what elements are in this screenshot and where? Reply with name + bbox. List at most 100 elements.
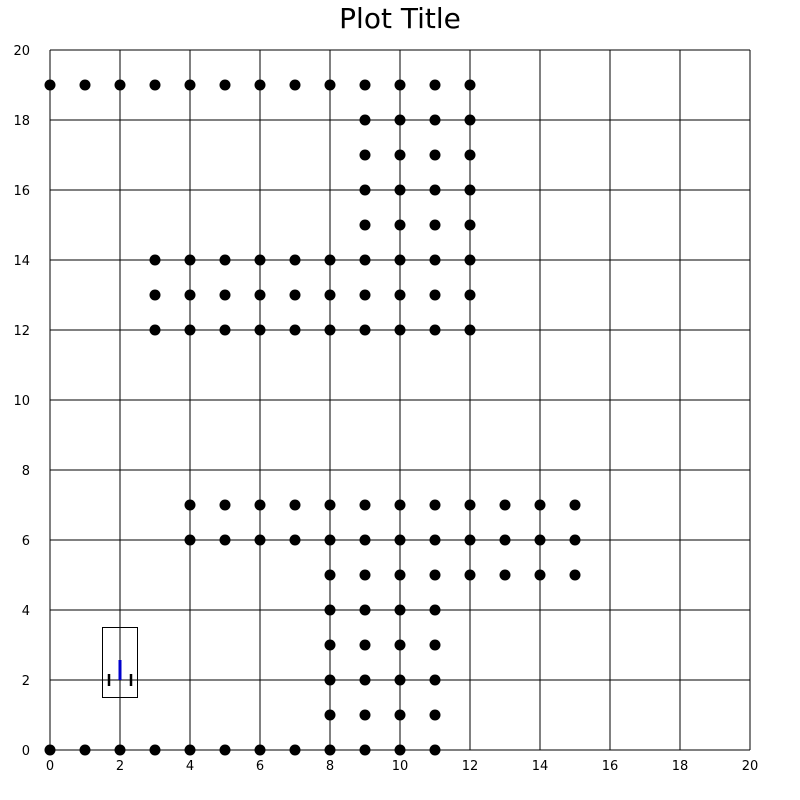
- data-point: [359, 324, 371, 336]
- data-point: [359, 219, 371, 231]
- data-point: [359, 254, 371, 266]
- data-point: [394, 674, 406, 686]
- data-point: [114, 744, 126, 756]
- data-point: [429, 709, 441, 721]
- x-tick-label: 10: [392, 759, 409, 774]
- data-point: [219, 254, 231, 266]
- data-point: [429, 569, 441, 581]
- data-point: [394, 289, 406, 301]
- y-tick-label: 18: [13, 114, 30, 129]
- data-point: [429, 254, 441, 266]
- data-point: [359, 79, 371, 91]
- data-point: [464, 324, 476, 336]
- data-point: [219, 534, 231, 546]
- data-point: [289, 499, 301, 511]
- y-tick-label: 14: [13, 254, 30, 269]
- agent-box: [102, 627, 138, 698]
- y-tick-label: 10: [13, 394, 30, 409]
- data-point: [149, 289, 161, 301]
- data-point: [324, 674, 336, 686]
- data-point: [324, 639, 336, 651]
- data-point: [184, 744, 196, 756]
- data-point: [534, 534, 546, 546]
- data-point: [394, 639, 406, 651]
- data-point: [184, 79, 196, 91]
- data-point: [359, 604, 371, 616]
- x-tick-label: 20: [742, 759, 759, 774]
- data-point: [429, 674, 441, 686]
- data-point: [254, 744, 266, 756]
- agent-marker: [102, 627, 138, 698]
- y-tick-label: 0: [22, 744, 30, 759]
- y-tick-label: 8: [22, 464, 30, 479]
- data-point: [184, 499, 196, 511]
- data-point: [429, 534, 441, 546]
- data-point: [289, 289, 301, 301]
- data-point: [324, 604, 336, 616]
- x-tick-label: 16: [602, 759, 619, 774]
- data-point: [429, 149, 441, 161]
- data-point: [254, 324, 266, 336]
- data-point: [219, 79, 231, 91]
- data-point: [219, 289, 231, 301]
- y-tick-label: 4: [22, 604, 30, 619]
- data-point: [79, 744, 91, 756]
- data-point: [429, 499, 441, 511]
- data-point: [359, 534, 371, 546]
- data-point: [254, 254, 266, 266]
- x-tick-labels: 0 2 4 6 8 10 12 14 16 18 20: [46, 759, 758, 774]
- data-point: [429, 289, 441, 301]
- data-point: [254, 79, 266, 91]
- data-point: [254, 534, 266, 546]
- data-point: [394, 219, 406, 231]
- x-tick-label: 0: [46, 759, 54, 774]
- data-point: [359, 709, 371, 721]
- data-point: [149, 79, 161, 91]
- data-point: [114, 79, 126, 91]
- data-point: [254, 499, 266, 511]
- y-tick-label: 2: [22, 674, 30, 689]
- data-point: [289, 324, 301, 336]
- data-point: [324, 499, 336, 511]
- x-tick-label: 12: [462, 759, 479, 774]
- data-point: [394, 499, 406, 511]
- data-point: [324, 534, 336, 546]
- data-point: [324, 254, 336, 266]
- data-point: [359, 499, 371, 511]
- data-point: [184, 324, 196, 336]
- data-point: [569, 499, 581, 511]
- data-point: [429, 184, 441, 196]
- y-tick-label: 12: [13, 324, 30, 339]
- data-point: [359, 674, 371, 686]
- data-point: [359, 184, 371, 196]
- data-point: [464, 149, 476, 161]
- data-points: [44, 79, 581, 756]
- data-point: [394, 149, 406, 161]
- data-point: [184, 254, 196, 266]
- data-point: [149, 324, 161, 336]
- data-point: [394, 324, 406, 336]
- y-tick-label: 6: [22, 534, 30, 549]
- data-point: [219, 499, 231, 511]
- data-point: [499, 534, 511, 546]
- data-point: [429, 114, 441, 126]
- data-point: [429, 79, 441, 91]
- data-point: [44, 79, 56, 91]
- x-tick-label: 4: [186, 759, 194, 774]
- data-point: [394, 114, 406, 126]
- data-point: [289, 744, 301, 756]
- data-point: [324, 744, 336, 756]
- data-point: [359, 149, 371, 161]
- data-point: [219, 744, 231, 756]
- data-point: [184, 289, 196, 301]
- x-tick-label: 18: [672, 759, 689, 774]
- y-tick-labels: 0 2 4 6 8 10 12 14 16 18 20: [13, 44, 30, 759]
- data-point: [534, 569, 546, 581]
- y-tick-label: 16: [13, 184, 30, 199]
- chart-title: Plot Title: [339, 2, 461, 35]
- data-point: [324, 569, 336, 581]
- x-tick-label: 14: [532, 759, 549, 774]
- data-point: [464, 289, 476, 301]
- data-point: [289, 254, 301, 266]
